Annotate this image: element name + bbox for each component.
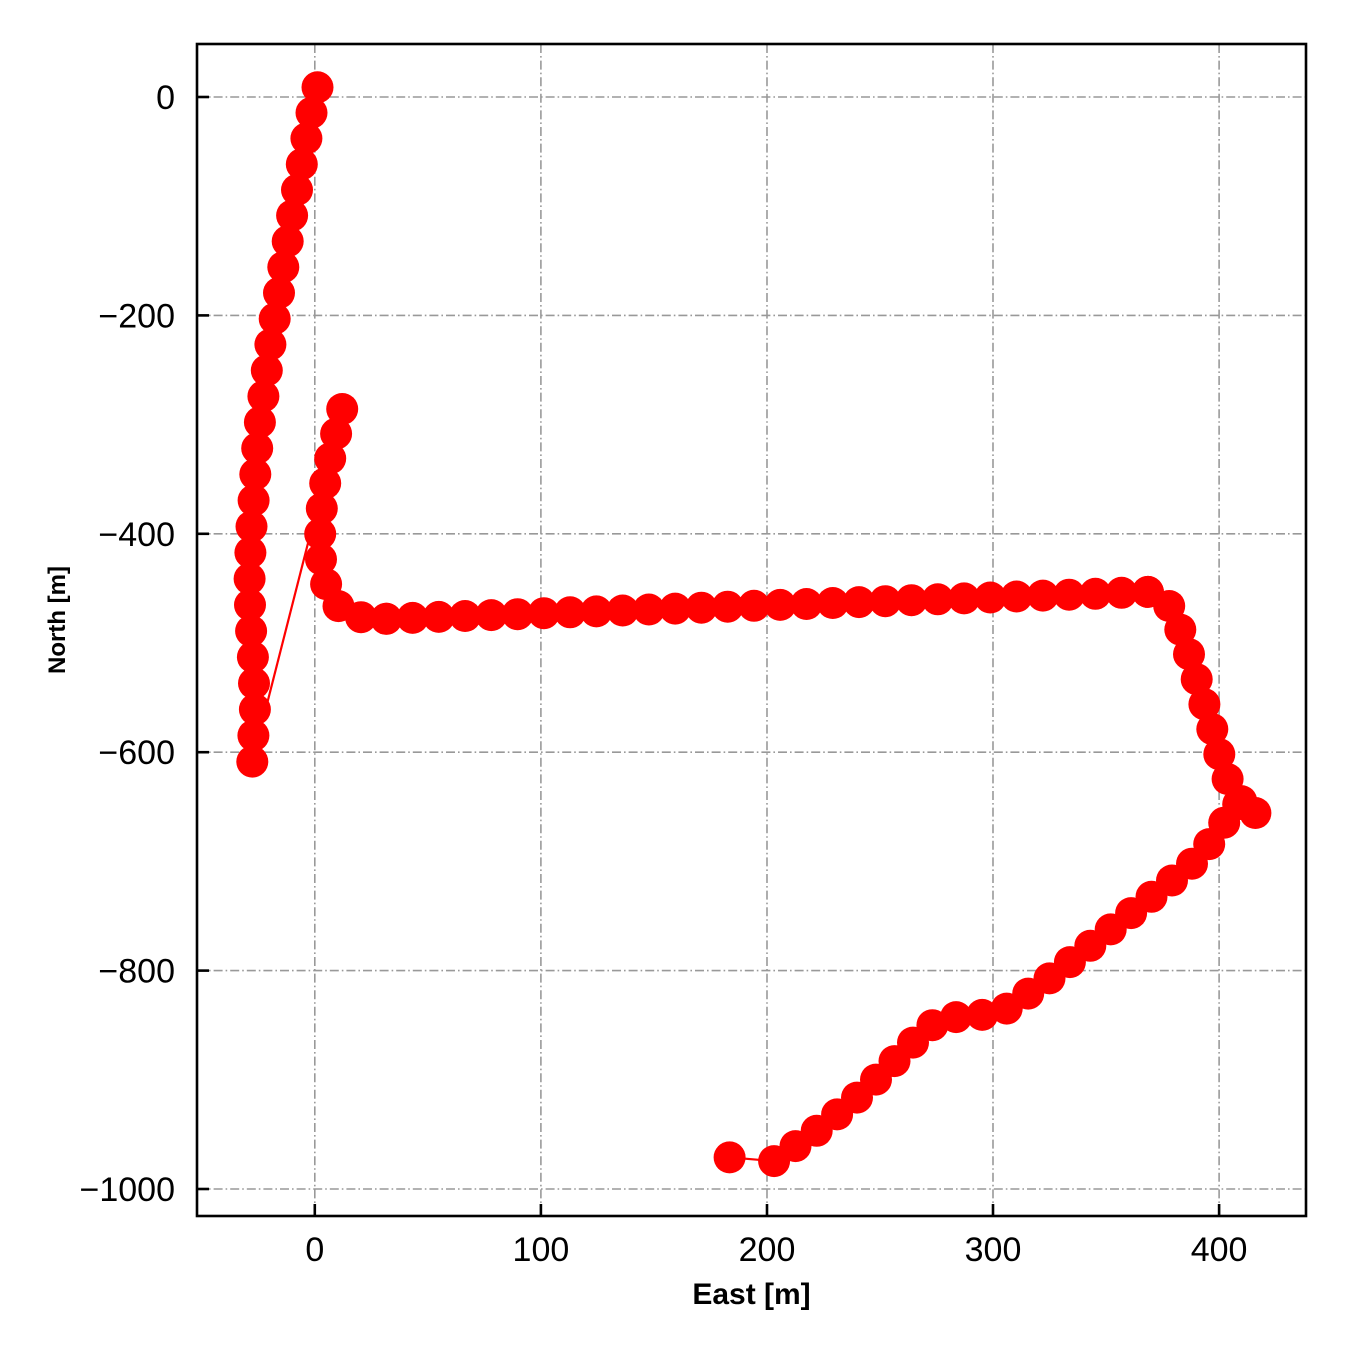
svg-text:−1000: −1000 <box>80 1171 176 1209</box>
svg-text:200: 200 <box>739 1231 796 1269</box>
svg-text:0: 0 <box>156 79 175 117</box>
svg-text:0: 0 <box>305 1231 324 1269</box>
svg-text:400: 400 <box>1191 1231 1248 1269</box>
svg-text:100: 100 <box>513 1231 570 1269</box>
svg-text:−200: −200 <box>98 297 175 335</box>
svg-text:−800: −800 <box>98 953 175 991</box>
svg-text:300: 300 <box>965 1231 1022 1269</box>
svg-text:−600: −600 <box>98 734 175 772</box>
svg-text:−400: −400 <box>98 516 175 554</box>
